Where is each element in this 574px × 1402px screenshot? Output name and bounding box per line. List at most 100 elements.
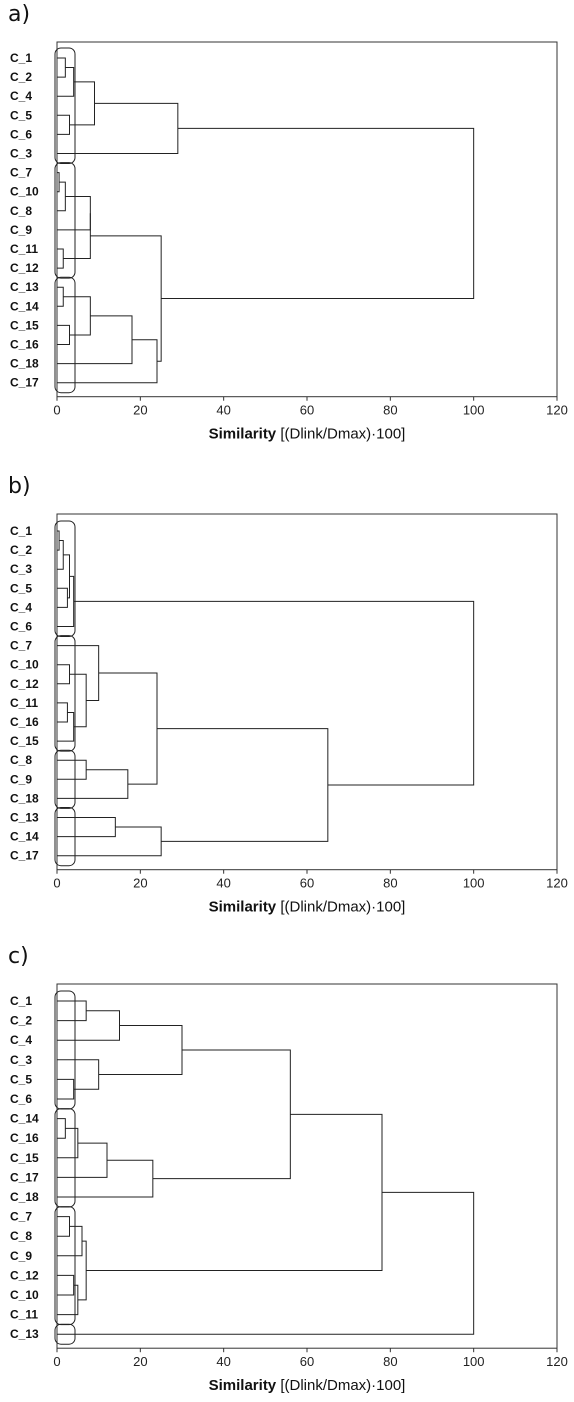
x-axis-label-bold: Similarity xyxy=(209,899,277,916)
dendrogram-link xyxy=(57,1216,70,1237)
leaf-label: C_14 xyxy=(10,830,39,844)
dendrogram-link xyxy=(98,1025,183,1075)
x-tick-label: 0 xyxy=(53,403,60,418)
x-axis-label: Similarity [(Dlink/Dmax)·100] xyxy=(209,1377,406,1394)
dendrogram-link xyxy=(161,127,475,300)
dendrogram-link xyxy=(57,587,68,608)
leaf-label: C_5 xyxy=(10,581,32,595)
leaf-label: C_15 xyxy=(10,1151,39,1165)
x-axis-label-bold: Similarity xyxy=(209,1377,277,1394)
x-tick-label: 120 xyxy=(546,403,568,418)
dendrogram-link xyxy=(57,1000,87,1022)
leaf-label: C_10 xyxy=(10,658,39,672)
x-tick-label: 100 xyxy=(463,876,485,891)
leaf-label: C_5 xyxy=(10,1072,32,1086)
x-axis-label-units: [(Dlink/Dmax)·100] xyxy=(276,899,405,916)
leaf-label: C_13 xyxy=(10,1327,39,1341)
x-tick-label: 0 xyxy=(53,1354,60,1369)
leaf-label: C_7 xyxy=(10,166,32,180)
panel-label-c: c) xyxy=(8,944,29,969)
leaf-label: C_6 xyxy=(10,620,32,634)
x-tick-label: 120 xyxy=(546,1354,568,1369)
leaf-label: C_9 xyxy=(10,772,32,786)
leaf-label: C_3 xyxy=(10,562,32,576)
cluster-box xyxy=(54,276,76,394)
dendrogram-link xyxy=(57,826,162,857)
x-tick-label: 40 xyxy=(216,403,230,418)
leaf-label: C_4 xyxy=(10,600,32,614)
x-tick-label: 60 xyxy=(300,403,314,418)
leaf-label: C_4 xyxy=(10,89,32,103)
x-axis-label-units: [(Dlink/Dmax)·100] xyxy=(276,426,405,443)
leaf-label: C_12 xyxy=(10,261,39,275)
x-tick-label: 40 xyxy=(216,876,230,891)
leaf-label: C_16 xyxy=(10,1131,39,1145)
x-tick-label: 80 xyxy=(383,403,397,418)
x-axis-label-bold: Similarity xyxy=(209,426,277,443)
leaf-label: C_16 xyxy=(10,715,39,729)
leaf-label: C_2 xyxy=(10,1014,32,1028)
dendrogram-link xyxy=(157,728,329,842)
leaf-label: C_13 xyxy=(10,280,39,294)
dendrogram-panel-b: C_1 C_2 C_3 C_5 C_4 C_6 C_7 C_10 C_12 C_11 C_16 C_1… xyxy=(10,513,568,916)
cluster-box xyxy=(54,990,76,1110)
dendrogram-link xyxy=(57,1059,100,1090)
leaf-label: C_11 xyxy=(10,696,38,710)
cluster-box xyxy=(54,47,76,164)
leaf-label: C_18 xyxy=(10,1190,39,1204)
dendrogram-link xyxy=(57,286,64,307)
dendrogram-link xyxy=(57,181,66,212)
dendrogram-link xyxy=(98,672,158,785)
x-tick-label: 120 xyxy=(546,876,568,891)
dendrogram-link xyxy=(63,554,70,599)
leaf-label: C_7 xyxy=(10,639,32,653)
dendrogram-link xyxy=(57,1118,66,1139)
leaf-label: C_6 xyxy=(10,1092,32,1106)
x-tick-label: 0 xyxy=(53,876,60,891)
dendrogram-link xyxy=(57,57,66,78)
dendrogram-link xyxy=(86,1113,383,1271)
x-tick-label: 60 xyxy=(300,876,314,891)
dendrogram-link xyxy=(57,315,133,365)
dendrogram-link xyxy=(57,759,87,780)
dendrogram-panel-a: C_1 C_2 C_4 C_5 C_6 C_3 C_7 C_10 C_8 C_9 C_11 C_12 C… xyxy=(10,41,568,443)
x-axis-label-units: [(Dlink/Dmax)·100] xyxy=(276,1377,405,1394)
dendrogram-link xyxy=(73,600,475,786)
dendrogram-link xyxy=(57,575,75,627)
dendrogram-link xyxy=(69,673,87,728)
dendrogram-link xyxy=(57,817,116,838)
leaf-label: C_14 xyxy=(10,299,39,313)
leaf-label: C_14 xyxy=(10,1112,39,1126)
leaf-label: C_1 xyxy=(10,51,32,65)
leaf-label: C_2 xyxy=(10,543,32,557)
leaf-label: C_17 xyxy=(10,1170,39,1184)
cluster-box xyxy=(54,1323,76,1345)
leaf-label: C_5 xyxy=(10,108,32,122)
leaf-label: C_8 xyxy=(10,753,32,767)
leaf-label: C_3 xyxy=(10,147,32,161)
dendrogram-link xyxy=(57,1142,108,1178)
cluster-box xyxy=(54,1206,76,1326)
cluster-box xyxy=(54,749,76,809)
dendrogram-link xyxy=(57,702,68,723)
leaf-label: C_8 xyxy=(10,204,32,218)
leaf-label: C_16 xyxy=(10,338,39,352)
dendrogram-link xyxy=(63,296,91,336)
leaf-label: C_10 xyxy=(10,1288,39,1302)
x-axis-label: Similarity [(Dlink/Dmax)·100] xyxy=(209,899,406,916)
dendrogram-link xyxy=(57,248,64,269)
leaf-label: C_12 xyxy=(10,1268,39,1282)
cluster-box xyxy=(54,807,76,867)
dendrogram-link xyxy=(57,339,158,384)
x-tick-label: 20 xyxy=(133,403,147,418)
x-tick-label: 20 xyxy=(133,1354,147,1369)
leaf-label: C_6 xyxy=(10,127,32,141)
plot-frame xyxy=(56,513,558,871)
dendrogram-panel-c: C_1 C_2 C_4 C_3 C_5 C_6 C_14 C_16 C_15 C_17 C_18 C_… xyxy=(10,983,568,1394)
leaf-label: C_12 xyxy=(10,677,39,691)
dendrogram-link xyxy=(57,1159,154,1198)
leaf-label: C_15 xyxy=(10,318,39,332)
dendrogram-link xyxy=(57,324,70,345)
cluster-box xyxy=(54,635,76,752)
